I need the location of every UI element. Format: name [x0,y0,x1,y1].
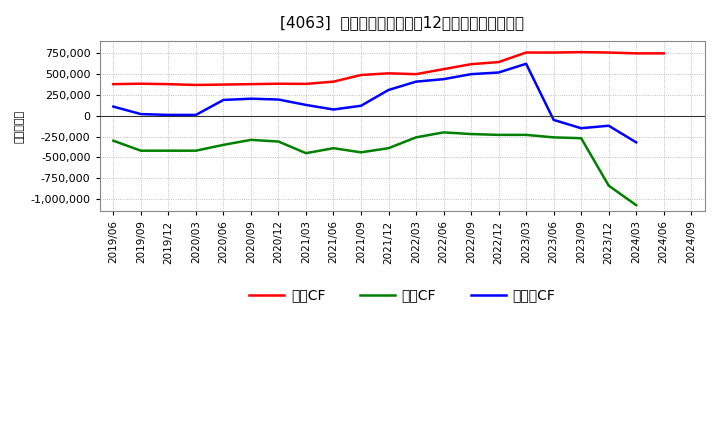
投資CF [137,148,145,153]
フリーCF [247,96,256,101]
フリーCF [274,97,283,102]
フリーCF [384,87,393,92]
投資CF [274,139,283,144]
営業CF [384,71,393,76]
営業CF [467,62,475,67]
フリーCF [467,72,475,77]
投資CF [356,150,365,155]
投資CF [329,146,338,151]
投資CF [522,132,531,138]
営業CF [604,50,613,55]
営業CF [137,81,145,86]
Line: フリーCF: フリーCF [113,64,636,143]
営業CF [109,81,117,87]
営業CF [660,51,668,56]
フリーCF [109,104,117,109]
営業CF [632,51,641,56]
フリーCF [577,125,585,131]
営業CF [522,50,531,55]
投資CF [439,130,448,135]
投資CF [412,135,420,140]
営業CF [439,66,448,72]
フリーCF [412,79,420,84]
投資CF [219,142,228,147]
フリーCF [329,107,338,112]
営業CF [192,82,200,88]
営業CF [356,72,365,77]
営業CF [219,82,228,87]
フリーCF [356,103,365,108]
Line: 営業CF: 営業CF [113,52,664,85]
フリーCF [632,140,641,145]
営業CF [577,49,585,55]
投資CF [604,183,613,188]
フリーCF [549,117,558,123]
営業CF [164,81,173,87]
Title: [4063]  キャッシュフローの12か月移動合計の推移: [4063] キャッシュフローの12か月移動合計の推移 [280,15,524,30]
営業CF [495,59,503,65]
投資CF [467,132,475,137]
投資CF [549,135,558,140]
Y-axis label: （百万円）: （百万円） [15,110,25,143]
フリーCF [495,70,503,75]
Legend: 営業CF, 投資CF, フリーCF: 営業CF, 投資CF, フリーCF [243,283,561,308]
Line: 投資CF: 投資CF [113,132,636,205]
投資CF [109,138,117,143]
営業CF [412,72,420,77]
投資CF [302,150,310,156]
フリーCF [439,77,448,82]
フリーCF [192,112,200,117]
フリーCF [522,61,531,66]
投資CF [632,202,641,208]
営業CF [247,81,256,87]
投資CF [495,132,503,138]
投資CF [164,148,173,153]
フリーCF [604,123,613,128]
フリーCF [219,97,228,103]
フリーCF [302,102,310,107]
営業CF [329,79,338,84]
営業CF [274,81,283,86]
投資CF [384,146,393,151]
投資CF [247,137,256,143]
投資CF [192,148,200,153]
フリーCF [164,112,173,117]
営業CF [549,50,558,55]
フリーCF [137,111,145,117]
投資CF [577,136,585,141]
営業CF [302,81,310,87]
